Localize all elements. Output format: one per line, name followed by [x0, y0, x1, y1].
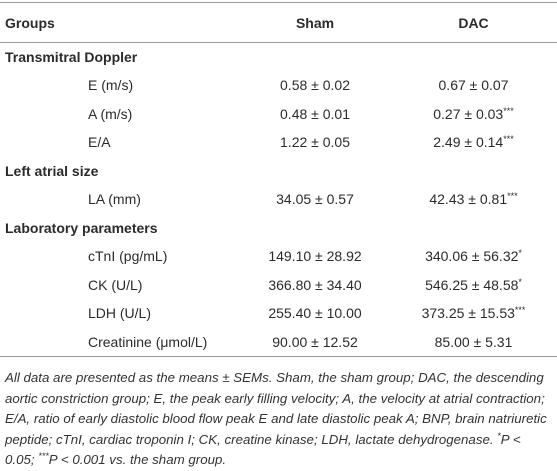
row-label: CK (U/L): [88, 276, 143, 293]
value: 0.58 ± 0.02: [280, 77, 350, 94]
value-cell: 1.22 ± 0.05: [240, 128, 390, 157]
value: 1.22 ± 0.05: [280, 134, 350, 151]
section-row: Transmitral Doppler: [0, 43, 557, 72]
value: 0.27 ± 0.03: [433, 105, 504, 122]
value: 85.00 ± 5.31: [434, 333, 513, 350]
value-cell: 340.06 ± 56.32*: [390, 242, 557, 271]
data-row: A (m/s) 0.48 ± 0.01 0.27 ± 0.03***: [0, 100, 557, 129]
section-title: Transmitral Doppler: [5, 49, 138, 65]
value: 255.40 ± 10.00: [268, 305, 362, 322]
header-cell: Groups: [5, 14, 55, 31]
footnote-text: All data are presented as the means ± SE…: [5, 370, 547, 447]
section-title: Laboratory parameters: [5, 219, 158, 236]
value-cell: 0.48 ± 0.01: [240, 100, 390, 129]
value: 546.25 ± 48.58: [425, 276, 519, 293]
section-row: Left atrial size: [0, 157, 557, 186]
row-label: A (m/s): [88, 105, 133, 122]
value: 42.43 ± 0.81: [429, 191, 508, 208]
section-row: Laboratory parameters: [0, 214, 557, 243]
value-cell: 0.67 ± 0.07: [390, 71, 557, 100]
value: 149.10 ± 28.92: [268, 248, 362, 265]
value: 373.25 ± 15.53: [421, 305, 515, 322]
row-label: Creatinine (μmol/L): [88, 333, 208, 350]
value-cell: 546.25 ± 48.58*: [390, 271, 557, 300]
table-body: Transmitral Doppler E (m/s) 0.58 ± 0.02 0.6…: [0, 43, 557, 357]
value-cell: 42.43 ± 0.81***: [390, 185, 557, 214]
value: 2.49 ± 0.14: [433, 134, 504, 151]
value-cell: 149.10 ± 28.92: [240, 242, 390, 271]
significance: ***: [507, 191, 518, 202]
value-cell: 2.49 ± 0.14***: [390, 128, 557, 157]
value-cell: 90.00 ± 12.52: [240, 328, 390, 357]
data-row: Creatinine (μmol/L) 90.00 ± 12.52 85.00 ± …: [0, 328, 557, 357]
row-label: LA (mm): [88, 191, 141, 208]
data-row: LDH (U/L) 255.40 ± 10.00 373.25 ± 15.53***: [0, 299, 557, 328]
value: 340.06 ± 56.32: [425, 248, 519, 265]
significance: ***: [503, 134, 514, 145]
data-table: Groups Sham DAC Transmitral Doppler E (m/…: [0, 2, 557, 357]
value: 90.00 ± 12.52: [272, 333, 358, 350]
row-label: cTnI (pg/mL): [88, 248, 168, 265]
header-cell: Sham: [295, 14, 335, 31]
row-label: E/A: [88, 134, 111, 151]
data-row: E (m/s) 0.58 ± 0.02 0.67 ± 0.07: [0, 71, 557, 100]
value: 366.80 ± 34.40: [268, 276, 362, 293]
value-cell: 0.27 ± 0.03***: [390, 100, 557, 129]
section-title: Left atrial size: [5, 162, 99, 179]
footnote-sup: ***: [38, 451, 49, 461]
data-row: CK (U/L) 366.80 ± 34.40 546.25 ± 48.58*: [0, 271, 557, 300]
header-row: Groups Sham DAC: [0, 2, 557, 43]
value: 34.05 ± 0.57: [276, 191, 354, 208]
value: 0.67 ± 0.07: [438, 77, 509, 94]
value-cell: 0.58 ± 0.02: [240, 71, 390, 100]
footnote-sup: *: [497, 430, 501, 441]
significance: ***: [514, 305, 526, 316]
footnote: All data are presented as the means ± SE…: [5, 368, 551, 471]
data-row: E/A 1.22 ± 0.05 2.49 ± 0.14***: [0, 128, 557, 157]
value-cell: 255.40 ± 10.00: [240, 299, 390, 328]
value: 0.48 ± 0.01: [280, 105, 350, 122]
value-cell: 366.80 ± 34.40: [240, 271, 390, 300]
row-label: E (m/s): [88, 77, 134, 94]
significance: *: [518, 248, 522, 259]
row-label: LDH (U/L): [88, 305, 152, 322]
value-cell: 373.25 ± 15.53***: [390, 299, 557, 328]
header-cell: DAC: [458, 14, 489, 31]
data-row: cTnI (pg/mL) 149.10 ± 28.92 340.06 ± 56.32…: [0, 242, 557, 271]
table-header: Groups Sham DAC: [0, 2, 557, 43]
data-row: LA (mm) 34.05 ± 0.57 42.43 ± 0.81***: [0, 185, 557, 214]
significance: *: [518, 276, 522, 287]
significance: ***: [503, 105, 514, 116]
value-cell: 85.00 ± 5.31: [390, 328, 557, 357]
value-cell: 34.05 ± 0.57: [240, 185, 390, 214]
